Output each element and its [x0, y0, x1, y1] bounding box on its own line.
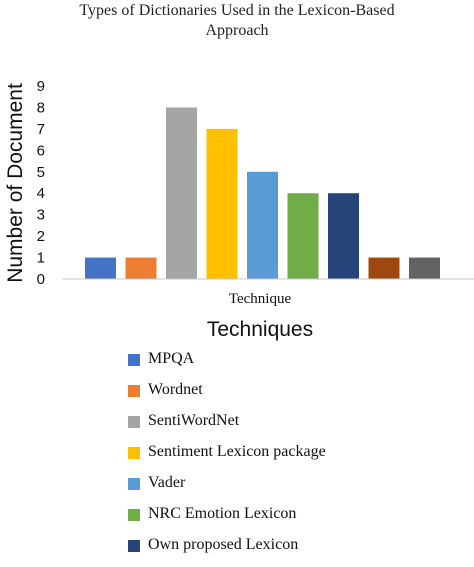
bar-chart: Number of Document 0 1 2 3 4 5 6 7 8 9 Technique — [4, 78, 474, 307]
bar — [85, 257, 116, 279]
y-tick-label: 9 — [37, 78, 45, 95]
y-tick-label: 5 — [37, 164, 45, 181]
legend-label: Sentiment Lexicon package — [148, 443, 326, 460]
bar — [166, 107, 197, 279]
legend-swatch — [128, 540, 140, 552]
bar — [125, 257, 157, 279]
bar — [206, 128, 238, 279]
bar — [368, 257, 400, 279]
legend-swatch — [128, 509, 140, 521]
legend-label: Wordnet — [148, 381, 203, 398]
chart-title-line-2: Approach — [205, 22, 269, 39]
legend-title: Techniques — [206, 318, 314, 341]
bar — [328, 193, 359, 279]
y-tick-label: 3 — [37, 207, 45, 224]
bar — [409, 257, 440, 279]
y-tick-label: 2 — [37, 228, 45, 245]
bar — [247, 171, 278, 279]
legend-swatch — [128, 354, 140, 366]
bars — [85, 107, 440, 279]
x-axis-label: Technique — [229, 291, 292, 307]
y-tick-label: 6 — [37, 142, 45, 159]
chart-title-line-1: Types of Dictionaries Used in the Lexico… — [79, 2, 395, 19]
legend-label: Vader — [148, 474, 186, 491]
legend-swatch — [128, 385, 140, 397]
legend-swatch — [128, 478, 140, 490]
bar — [287, 193, 319, 279]
y-tick-label: 0 — [37, 271, 45, 288]
legend-label: Own proposed Lexicon — [148, 536, 299, 553]
y-axis-ticks: 0 1 2 3 4 5 6 7 8 9 — [37, 78, 45, 288]
y-tick-label: 8 — [37, 99, 45, 116]
y-axis-label: Number of Document — [4, 83, 27, 283]
legend-label: SentiWordNet — [148, 412, 240, 429]
legend-label: NRC Emotion Lexicon — [148, 505, 297, 522]
y-tick-label: 1 — [37, 250, 45, 267]
y-tick-label: 4 — [37, 185, 45, 202]
legend-swatch — [128, 447, 140, 459]
y-tick-label: 7 — [37, 121, 45, 138]
legend-label: MPQA — [148, 350, 195, 367]
legend-swatch — [128, 416, 140, 428]
